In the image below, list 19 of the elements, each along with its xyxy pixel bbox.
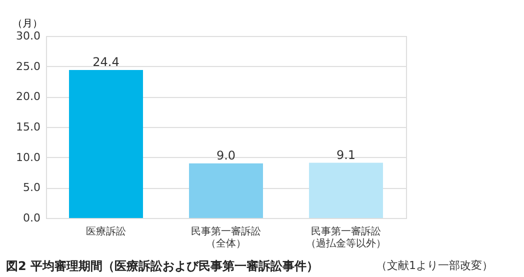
y-tick-label: 0.0 bbox=[23, 212, 40, 224]
y-axis-title: （月） bbox=[12, 18, 42, 30]
y-tick-label: 5.0 bbox=[23, 181, 40, 194]
bar bbox=[189, 163, 263, 218]
text: 図2 平均審理期間（医療訴訟および民事第一審訴訟事件） bbox=[6, 259, 319, 273]
x-tick-label: 医療訴訟 bbox=[86, 226, 126, 238]
data-label: 9.0 bbox=[216, 148, 236, 162]
x-tick-label: 民事第一審訴訟（全体） bbox=[191, 226, 261, 250]
data-label: 24.4 bbox=[92, 54, 120, 69]
data-label: 9.1 bbox=[336, 148, 356, 162]
y-tick-label: 15.0 bbox=[16, 120, 40, 134]
y-tick-label: 25.0 bbox=[16, 60, 40, 73]
y-tick-label: 20.0 bbox=[16, 90, 40, 104]
y-tick-label: 10.0 bbox=[16, 150, 40, 164]
text: （文献1より一部改変） bbox=[376, 259, 493, 272]
x-tick-label: 民事第一審訴訟（過払金等以外） bbox=[306, 226, 386, 250]
y-tick-label: 30.0 bbox=[16, 30, 40, 42]
bar bbox=[309, 162, 383, 218]
bar bbox=[69, 70, 143, 218]
